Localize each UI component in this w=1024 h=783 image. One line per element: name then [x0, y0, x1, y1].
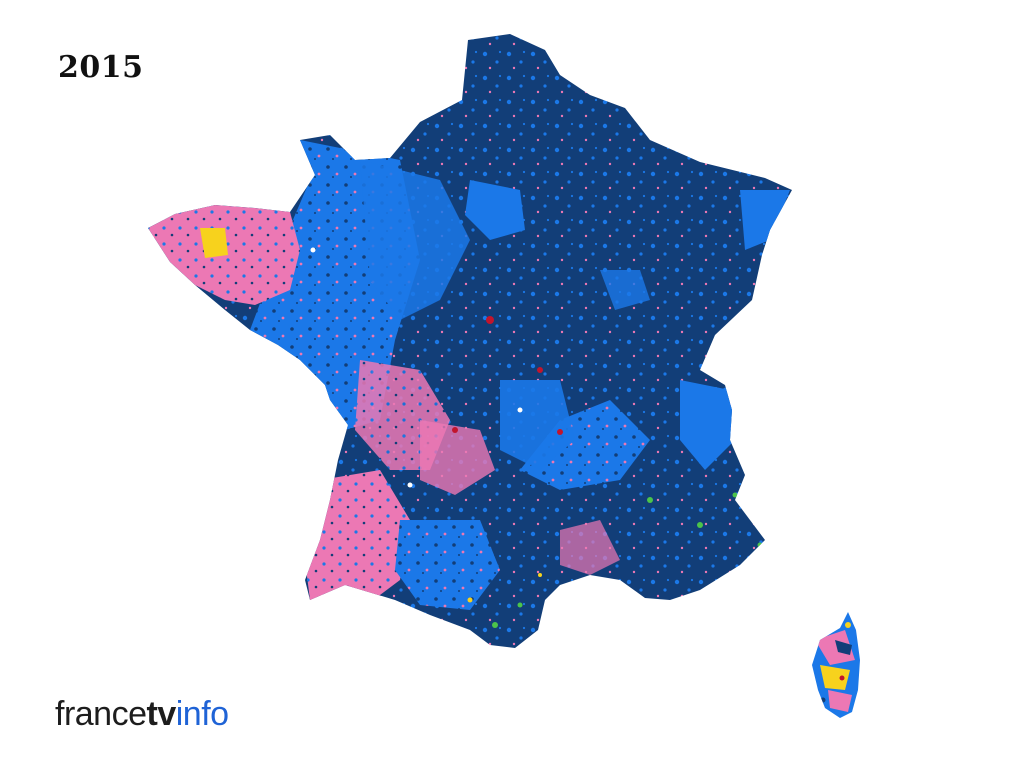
mainland-france	[148, 34, 792, 648]
logo-part-tv: tv	[146, 695, 177, 733]
year-title: 2015	[58, 50, 144, 85]
francetvinfo-logo: francetvinfo	[55, 697, 229, 731]
logo-part-info: info	[175, 695, 229, 733]
corsica	[812, 612, 860, 718]
logo-part-france: france	[55, 695, 147, 733]
